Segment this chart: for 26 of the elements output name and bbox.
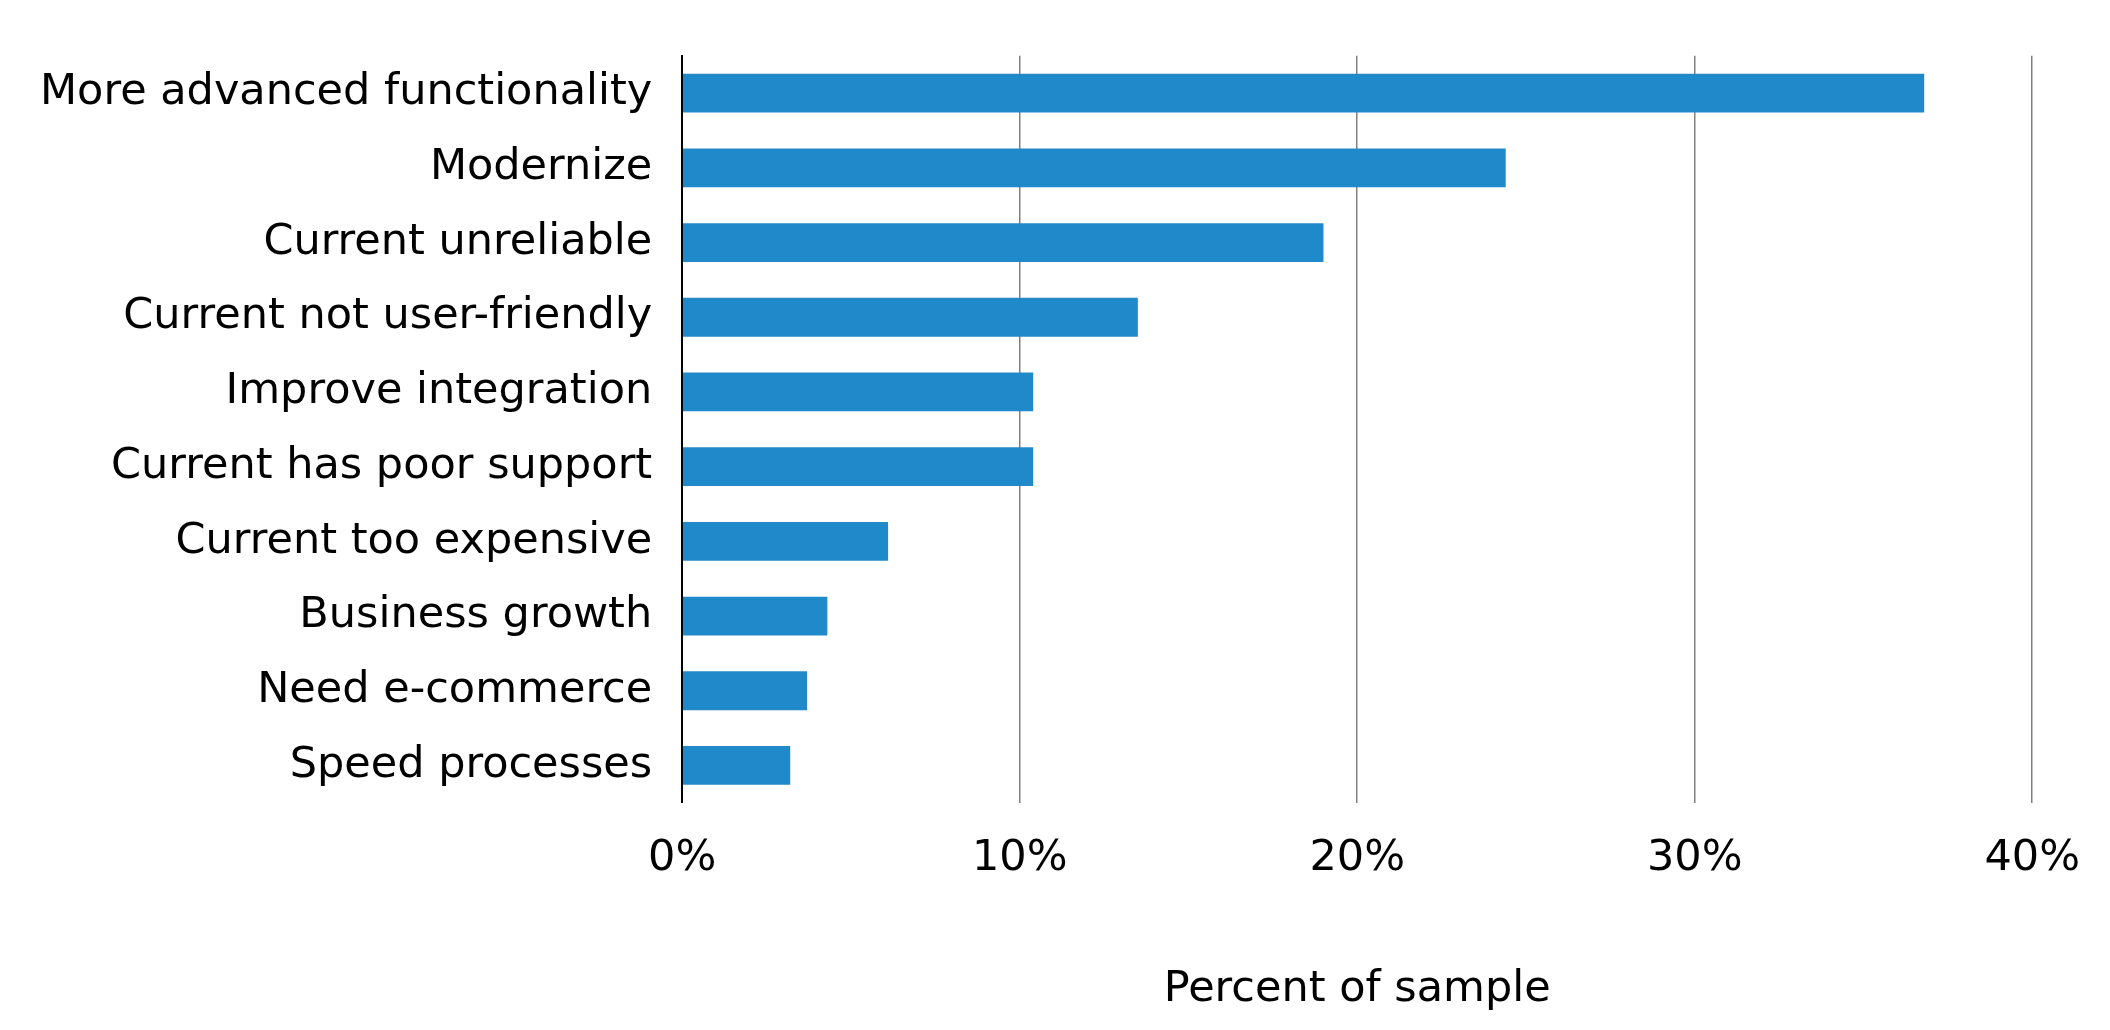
y-tick-label: More advanced functionality bbox=[39, 64, 653, 115]
bar bbox=[682, 372, 1034, 412]
x-tick-label: 30% bbox=[1646, 829, 1743, 880]
bar bbox=[682, 447, 1034, 487]
y-tick-label: Speed processes bbox=[289, 736, 653, 787]
bar bbox=[682, 746, 791, 785]
y-tick-label: Current too expensive bbox=[175, 512, 653, 563]
y-tick-label: Current unreliable bbox=[263, 213, 653, 264]
bar bbox=[682, 148, 1506, 188]
x-tick-label: 0% bbox=[648, 829, 717, 880]
y-tick-label: Need e-commerce bbox=[257, 661, 653, 712]
x-tick-label: 10% bbox=[971, 829, 1068, 880]
y-tick-label: Current not user-friendly bbox=[123, 288, 653, 339]
bar bbox=[682, 223, 1324, 262]
bar bbox=[682, 521, 889, 561]
bar bbox=[682, 596, 828, 636]
x-axis-title: Percent of sample bbox=[1163, 961, 1551, 1012]
y-tick-label: Business growth bbox=[299, 587, 653, 638]
x-tick-label: 40% bbox=[1984, 829, 2080, 880]
bar bbox=[682, 671, 808, 711]
x-tick-label: 20% bbox=[1309, 829, 1406, 880]
y-tick-label: Current has poor support bbox=[111, 437, 653, 488]
bar bbox=[682, 73, 1925, 113]
y-tick-label: Improve integration bbox=[225, 363, 653, 414]
y-tick-label: Modernize bbox=[429, 139, 653, 190]
bar bbox=[682, 297, 1138, 337]
